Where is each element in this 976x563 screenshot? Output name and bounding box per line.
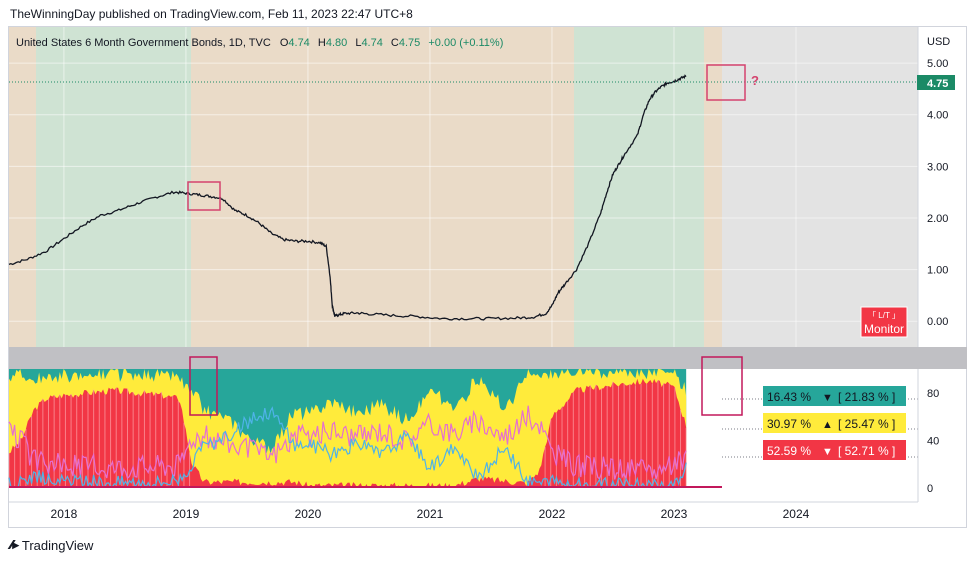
oscillator-stacked-area	[8, 369, 687, 488]
readout-value: 52.59 %	[767, 444, 811, 458]
last-price-tag	[917, 75, 955, 90]
price-tick-label: 5.00	[927, 58, 948, 70]
tradingview-logo: ⁄⁄▸ TradingView	[10, 537, 93, 553]
highlight-box-2019-oscillator	[189, 356, 218, 416]
zone-tan-2019	[191, 27, 574, 347]
zone-green-2022	[574, 27, 704, 347]
price-tick-label: 2.00	[927, 213, 948, 225]
arrow-up-icon: ▲	[822, 419, 833, 431]
tradingview-logo-label: TradingView	[21, 537, 94, 553]
time-tick-label: 2021	[417, 507, 444, 521]
time-tick-label: 2023	[661, 507, 688, 521]
readout-prior: [ 25.47 % ]	[838, 417, 895, 431]
readout-row-bg	[763, 413, 906, 433]
time-tick-label: 2024	[783, 507, 810, 521]
legend-h-label: H	[318, 37, 326, 49]
gridlines	[9, 27, 918, 347]
price-tick-label: 4.00	[927, 110, 948, 122]
osc-tick-label: 80	[927, 388, 939, 400]
highlight-box-2023-peak	[706, 64, 746, 101]
price-series-line	[8, 74, 687, 321]
arrow-down-icon: ▼	[822, 446, 833, 458]
osc-tick-label: 40	[927, 435, 939, 447]
time-tick-label: 2022	[539, 507, 566, 521]
pane-separator[interactable]	[9, 347, 967, 369]
readout-value: 16.43 %	[767, 390, 811, 404]
highlight-box-2019-peak	[187, 181, 221, 211]
publisher-line: TheWinningDay published on TradingView.c…	[10, 7, 413, 21]
readout-prior: [ 52.71 % ]	[838, 444, 895, 458]
legend-c-label: C	[391, 37, 399, 49]
zone-tan-left	[9, 27, 36, 347]
legend-line: United States 6 Month Government Bonds, …	[16, 37, 503, 49]
readout-prior: [ 21.83 % ]	[838, 390, 895, 404]
price-tick-label: 1.00	[927, 265, 948, 277]
legend-c-value: 4.75	[399, 37, 420, 49]
monitor-badge-line1: 「 L/T 」	[868, 311, 900, 320]
last-price-tag-label: 4.75	[927, 78, 948, 90]
monitor-badge-line2: Monitor	[864, 322, 904, 336]
readout-row-bg	[763, 440, 906, 460]
legend-symbol: United States 6 Month Government Bonds, …	[16, 37, 271, 49]
arrow-down-icon: ▼	[822, 392, 833, 404]
monitor-badge	[860, 306, 908, 338]
question-mark-annotation: ?	[751, 73, 759, 88]
currency-label: USD	[927, 36, 950, 48]
legend-o-label: O	[280, 37, 289, 49]
time-tick-label: 2018	[51, 507, 78, 521]
highlight-box-2023-oscillator	[701, 356, 743, 416]
time-tick-label: 2019	[173, 507, 200, 521]
tradingview-logo-icon: ⁄⁄▸	[10, 537, 19, 552]
time-axis-ticks: 2018 2019 2020 2021 2022 2023 2024	[51, 507, 810, 521]
legend-o-value: 4.74	[288, 37, 309, 49]
price-axis-ticks: 0.00 1.00 2.00 3.00 4.00 5.00	[927, 58, 948, 328]
oscillator-axis-ticks: 0 40 80	[927, 388, 939, 495]
legend-l-value: 4.74	[361, 37, 382, 49]
price-tick-label: 3.00	[927, 161, 948, 173]
price-tick-label: 0.00	[927, 316, 948, 328]
readout-value: 30.97 %	[767, 417, 811, 431]
oscillator-readouts: 16.43 % ▼ [ 21.83 % ] 30.97 % ▲ [ 25.47 % ] 52…	[763, 386, 906, 460]
osc-tick-label: 0	[927, 483, 933, 495]
legend-l-label: L	[355, 37, 361, 49]
zone-tan-2023	[704, 27, 722, 347]
zone-green-2018	[36, 27, 191, 347]
time-tick-label: 2020	[295, 507, 322, 521]
readout-row-bg	[763, 386, 906, 406]
legend-h-value: 4.80	[326, 37, 347, 49]
legend-change: +0.00 (+0.11%)	[428, 37, 503, 49]
background-zones	[9, 27, 918, 347]
zone-grey-right	[722, 27, 918, 347]
